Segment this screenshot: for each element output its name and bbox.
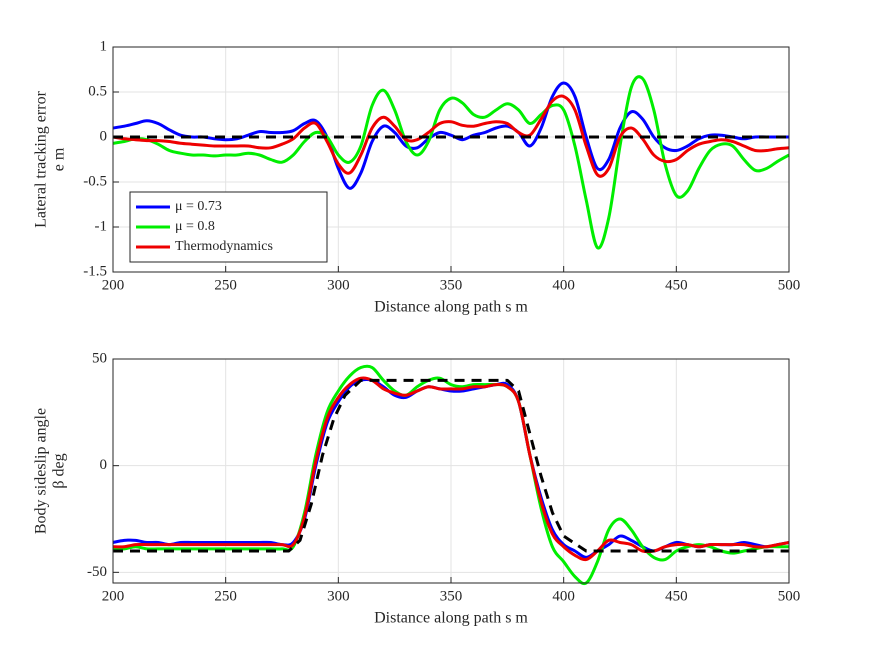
axes-box bbox=[112, 358, 790, 584]
y-tick-label: -1 bbox=[95, 218, 108, 234]
x-tick-label: 300 bbox=[327, 588, 350, 604]
x-tick-label: 500 bbox=[778, 277, 801, 293]
legend-label: Thermodynamics bbox=[175, 239, 273, 254]
y-tick-label: -1.5 bbox=[83, 263, 107, 279]
series-line bbox=[112, 364, 789, 586]
x-tick-label: 400 bbox=[552, 588, 575, 604]
x-tick-label: 400 bbox=[552, 277, 575, 293]
x-axis-label: Distance along path s m bbox=[374, 299, 528, 316]
y-axis-label: Body sideslip angle bbox=[33, 408, 50, 534]
y-axis-label: e m bbox=[51, 147, 68, 171]
x-tick-label: 200 bbox=[102, 277, 125, 293]
y-tick-label: -0.5 bbox=[83, 173, 107, 189]
x-tick-label: 500 bbox=[778, 588, 801, 604]
x-tick-label: 350 bbox=[440, 277, 463, 293]
y-tick-label: -50 bbox=[87, 564, 107, 580]
y-tick-label: 50 bbox=[92, 350, 107, 366]
x-axis-label: Distance along path s m bbox=[374, 610, 528, 627]
y-axis-label: Lateral tracking error bbox=[33, 90, 50, 227]
series-line bbox=[112, 376, 790, 562]
x-tick-label: 450 bbox=[665, 277, 688, 293]
y-axis-label: β deg bbox=[51, 453, 68, 488]
series-line bbox=[112, 75, 790, 250]
reference-line bbox=[113, 378, 789, 553]
x-tick-label: 450 bbox=[665, 588, 688, 604]
series-line bbox=[112, 378, 790, 559]
series-line bbox=[112, 94, 790, 178]
x-tick-label: 250 bbox=[214, 277, 237, 293]
y-tick-label: 0 bbox=[100, 128, 108, 144]
legend-label: μ = 0.73 bbox=[175, 199, 222, 214]
series-line bbox=[112, 81, 789, 190]
y-tick-label: 0 bbox=[100, 457, 108, 473]
x-tick-label: 200 bbox=[102, 588, 125, 604]
x-tick-label: 300 bbox=[327, 277, 350, 293]
legend-label: μ = 0.8 bbox=[175, 219, 215, 234]
y-tick-label: 1 bbox=[100, 38, 108, 54]
axes-box bbox=[112, 46, 790, 273]
x-tick-label: 250 bbox=[214, 588, 237, 604]
legend-box bbox=[129, 191, 328, 263]
y-tick-label: 0.5 bbox=[88, 83, 107, 99]
x-tick-label: 350 bbox=[440, 588, 463, 604]
